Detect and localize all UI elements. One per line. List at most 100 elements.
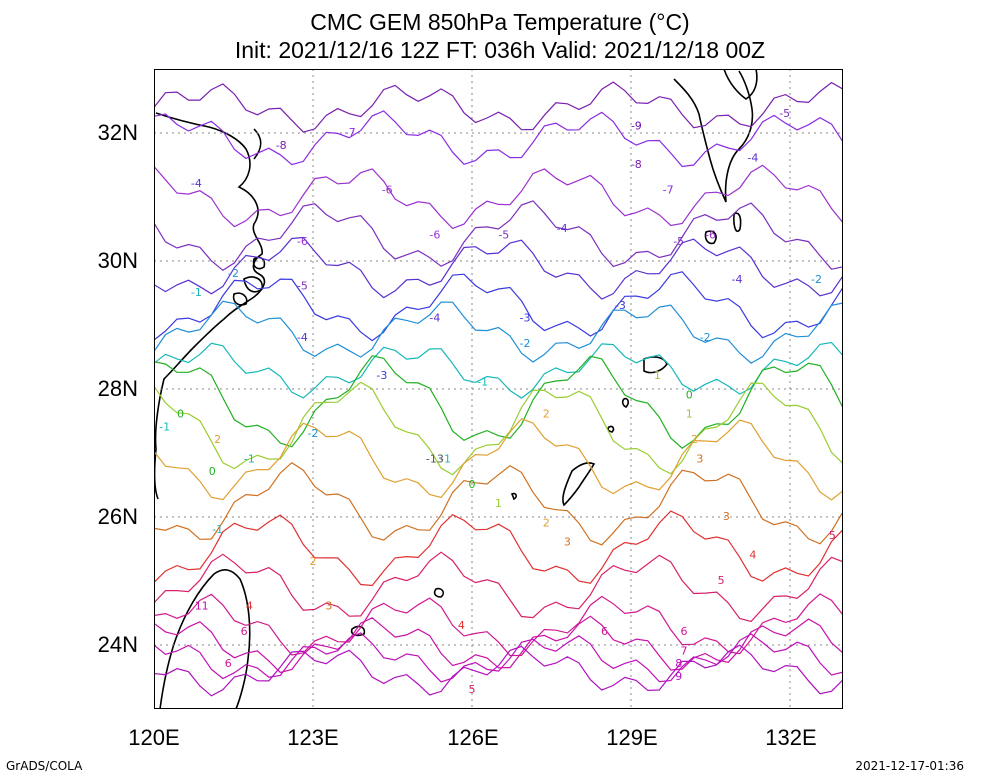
contour-label: -13 — [426, 452, 444, 465]
contour-label: -7 — [663, 184, 674, 197]
y-tick-30n: 30N — [97, 248, 138, 273]
contour-label: 2 — [543, 516, 550, 529]
contour-line — [154, 200, 843, 272]
temperature-contours — [154, 81, 843, 697]
contour-label: 7 — [681, 644, 688, 657]
contour-line — [154, 644, 843, 697]
contour-line — [154, 418, 843, 501]
contour-label: 11 — [195, 600, 209, 613]
x-tick-123e: 123E — [287, 725, 339, 750]
contour-label: -7 — [345, 126, 356, 139]
contour-line — [154, 271, 843, 342]
generated-timestamp: 2021-12-17-01:36 — [855, 759, 964, 773]
contour-label: -3 — [376, 369, 387, 382]
contour-label: -4 — [747, 152, 758, 165]
contour-label: 8 — [675, 657, 682, 670]
contour-label: -4 — [297, 331, 308, 344]
contour-label: 3 — [696, 452, 703, 465]
contour-label: -2 — [308, 427, 319, 440]
contour-label: -8 — [631, 158, 642, 171]
contour-label: -5 — [673, 235, 684, 248]
contour-label: 2 — [310, 555, 317, 568]
contour-label: 6 — [681, 625, 688, 638]
contour-label: -2 — [811, 273, 822, 286]
contour-line — [154, 461, 843, 546]
contour-label: 0 — [469, 478, 476, 491]
y-tick-26n: 26N — [97, 504, 138, 529]
x-tick-129e: 129E — [606, 725, 658, 750]
contour-label: -1 — [159, 420, 170, 433]
contour-label: 5 — [469, 683, 476, 696]
contour-line — [154, 551, 843, 623]
contour-label: -9 — [631, 120, 642, 133]
contour-line — [154, 632, 843, 683]
contour-line — [154, 510, 843, 587]
y-tick-28n: 28N — [97, 376, 138, 401]
y-tick-32n: 32N — [97, 120, 138, 145]
contour-label: -3 — [520, 312, 531, 325]
contour-label: 1 — [495, 497, 502, 510]
contour-label: 4 — [458, 619, 465, 632]
contour-label: 2 — [214, 433, 221, 446]
contour-label: 2 — [543, 408, 550, 421]
contour-label: -5 — [498, 228, 509, 241]
contour-label: -1 — [440, 452, 451, 465]
contour-label: -4 — [429, 312, 440, 325]
contour-line — [154, 381, 843, 476]
contour-label: 2 — [691, 433, 698, 446]
x-tick-132e: 132E — [765, 725, 817, 750]
contour-label: -6 — [297, 235, 308, 248]
contour-label: 0 — [177, 408, 184, 421]
contour-label: -1 — [477, 376, 488, 389]
contour-label: 4 — [749, 548, 756, 561]
x-tick-126e: 126E — [447, 725, 499, 750]
contour-label: -6 — [382, 184, 393, 197]
chart-title: CMC GEM 850hPa Temperature (°C) — [310, 9, 690, 35]
contour-line — [154, 341, 843, 399]
contour-label: -1 — [244, 452, 255, 465]
contour-label: 3 — [564, 536, 571, 549]
contour-line — [154, 110, 843, 168]
contour-line — [154, 164, 843, 230]
contour-label: -3 — [615, 299, 626, 312]
contour-label: -1 — [212, 523, 223, 536]
contour-line — [154, 355, 843, 449]
contour-label: 9 — [675, 670, 682, 683]
contour-label: 1 — [654, 369, 661, 382]
contour-label: -6 — [429, 228, 440, 241]
chart-subtitle: Init: 2021/12/16 12Z FT: 036h Valid: 202… — [234, 37, 766, 63]
grads-credit: GrADS/COLA — [6, 759, 83, 773]
contour-label: -5 — [297, 280, 308, 293]
contour-label: -6 — [705, 228, 716, 241]
contour-label: -5 — [779, 107, 790, 120]
contour-label: -1 — [191, 286, 202, 299]
contour-label: 6 — [241, 625, 248, 638]
contour-label: 3 — [325, 600, 332, 613]
x-tick-120e: 120E — [128, 725, 180, 750]
contour-label: -8 — [276, 139, 287, 152]
contour-label: 6 — [225, 657, 232, 670]
contour-label: 0 — [209, 465, 216, 478]
contour-line — [154, 236, 843, 300]
contour-label: -4 — [557, 222, 568, 235]
map-frame — [154, 69, 843, 709]
contour-label: 5 — [829, 529, 836, 542]
contour-label: -2 — [228, 267, 239, 280]
contour-label: -2 — [700, 331, 711, 344]
contour-label: 6 — [601, 625, 608, 638]
contour-label: -4 — [191, 177, 202, 190]
contour-label: 3 — [723, 510, 730, 523]
contour-labels: -9 -8 -8 -7 -7 -6 -6 -6 -6 -5 -5 -5 -5 -4 -4 -4 -4 -4 -4 -3… — [159, 107, 836, 696]
contour-map: -9 -8 -8 -7 -7 -6 -6 -6 -6 -5 -5 -5 -5 -4 -4 -4 -4 -4 -4 -3… — [154, 69, 843, 709]
contour-label: 0 — [686, 388, 693, 401]
contour-line — [154, 615, 843, 674]
contour-line — [154, 81, 843, 133]
coastline — [154, 69, 758, 709]
contour-label: -4 — [732, 273, 743, 286]
contour-label: 4 — [246, 600, 253, 613]
contour-label: -2 — [520, 337, 531, 350]
y-tick-24n: 24N — [97, 632, 138, 657]
contour-line — [154, 300, 843, 364]
contour-label: 1 — [686, 408, 693, 421]
contour-label: 5 — [718, 574, 725, 587]
